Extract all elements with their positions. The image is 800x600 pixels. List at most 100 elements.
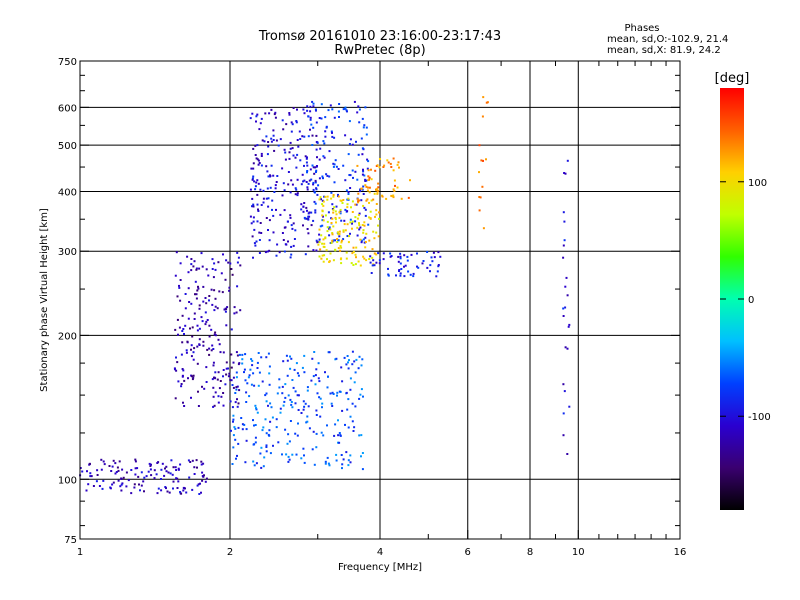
data-point xyxy=(302,447,305,450)
data-point xyxy=(412,272,415,275)
data-point xyxy=(111,465,114,468)
data-point xyxy=(278,386,281,389)
data-point xyxy=(81,470,84,473)
data-point xyxy=(276,243,279,246)
data-point xyxy=(243,368,246,371)
data-point xyxy=(358,434,361,437)
data-point xyxy=(339,245,342,247)
data-point xyxy=(96,474,99,476)
chart-title: Tromsø 20161010 23:16:00-23:17:43 xyxy=(258,29,501,44)
data-point xyxy=(310,379,313,382)
data-point xyxy=(322,260,325,263)
data-point xyxy=(305,181,308,183)
data-point xyxy=(316,165,318,167)
data-point xyxy=(329,228,332,231)
data-point xyxy=(234,438,237,441)
data-point xyxy=(365,259,368,262)
data-point xyxy=(198,307,201,310)
data-point xyxy=(315,414,318,416)
data-point xyxy=(381,195,384,198)
data-point xyxy=(362,126,365,129)
data-point xyxy=(404,264,407,267)
data-point xyxy=(355,140,357,143)
data-point xyxy=(150,474,153,477)
data-point xyxy=(181,368,184,370)
data-point xyxy=(134,458,137,461)
data-point xyxy=(265,197,268,200)
stats-heading: Phases xyxy=(624,23,659,34)
data-point xyxy=(92,485,95,487)
data-point xyxy=(352,176,354,179)
data-point xyxy=(196,329,199,332)
data-point xyxy=(398,166,400,169)
data-point xyxy=(244,461,247,464)
data-point xyxy=(331,108,334,111)
data-point xyxy=(303,112,306,115)
data-point xyxy=(306,156,308,159)
data-point xyxy=(399,274,402,277)
data-point xyxy=(297,374,300,377)
data-point xyxy=(272,139,275,141)
data-point xyxy=(282,360,285,363)
data-point xyxy=(359,190,362,193)
data-point xyxy=(290,121,293,124)
data-point xyxy=(264,418,267,421)
data-point xyxy=(196,324,199,327)
data-point xyxy=(236,385,239,388)
data-point xyxy=(187,271,190,274)
data-point xyxy=(186,340,189,343)
data-point xyxy=(362,395,364,398)
data-point xyxy=(261,380,264,383)
data-point xyxy=(301,173,304,176)
data-point xyxy=(326,386,329,389)
data-point xyxy=(125,485,128,488)
data-point xyxy=(228,286,231,289)
data-point xyxy=(331,131,333,134)
data-point xyxy=(322,238,325,241)
data-point xyxy=(563,220,566,223)
data-point xyxy=(433,256,436,259)
data-point xyxy=(341,467,343,470)
data-point xyxy=(266,170,269,173)
data-point xyxy=(326,424,328,427)
data-point xyxy=(333,136,336,139)
data-point xyxy=(348,174,351,176)
data-point xyxy=(327,109,330,112)
data-point xyxy=(265,400,268,403)
data-point xyxy=(205,381,208,383)
data-point xyxy=(387,267,389,270)
data-point xyxy=(291,183,294,186)
data-point xyxy=(347,153,350,156)
data-point xyxy=(256,367,259,369)
data-point xyxy=(286,442,289,445)
data-point xyxy=(231,273,234,276)
data-point xyxy=(276,175,279,177)
data-point xyxy=(338,216,341,219)
data-point xyxy=(361,117,364,120)
data-point xyxy=(272,134,275,137)
data-point xyxy=(321,219,324,222)
data-point xyxy=(140,471,143,474)
data-point xyxy=(176,361,179,364)
data-point xyxy=(198,327,201,330)
data-point xyxy=(235,388,238,391)
data-point xyxy=(292,386,295,389)
data-point xyxy=(370,272,373,274)
data-point xyxy=(205,366,208,369)
data-point xyxy=(181,330,184,332)
data-point xyxy=(211,344,214,347)
data-point xyxy=(267,141,270,143)
data-point xyxy=(367,175,370,178)
data-point xyxy=(373,192,376,195)
data-point xyxy=(331,232,334,234)
data-point xyxy=(340,262,343,265)
data-point xyxy=(353,381,356,384)
data-point xyxy=(217,338,220,341)
data-point xyxy=(347,241,350,244)
y-axis-label: Stationary phase Virtual Height [km] xyxy=(39,208,50,392)
data-point xyxy=(225,324,228,327)
data-point xyxy=(260,232,263,234)
data-point xyxy=(198,267,201,270)
data-point xyxy=(478,171,480,174)
data-point xyxy=(234,392,237,394)
